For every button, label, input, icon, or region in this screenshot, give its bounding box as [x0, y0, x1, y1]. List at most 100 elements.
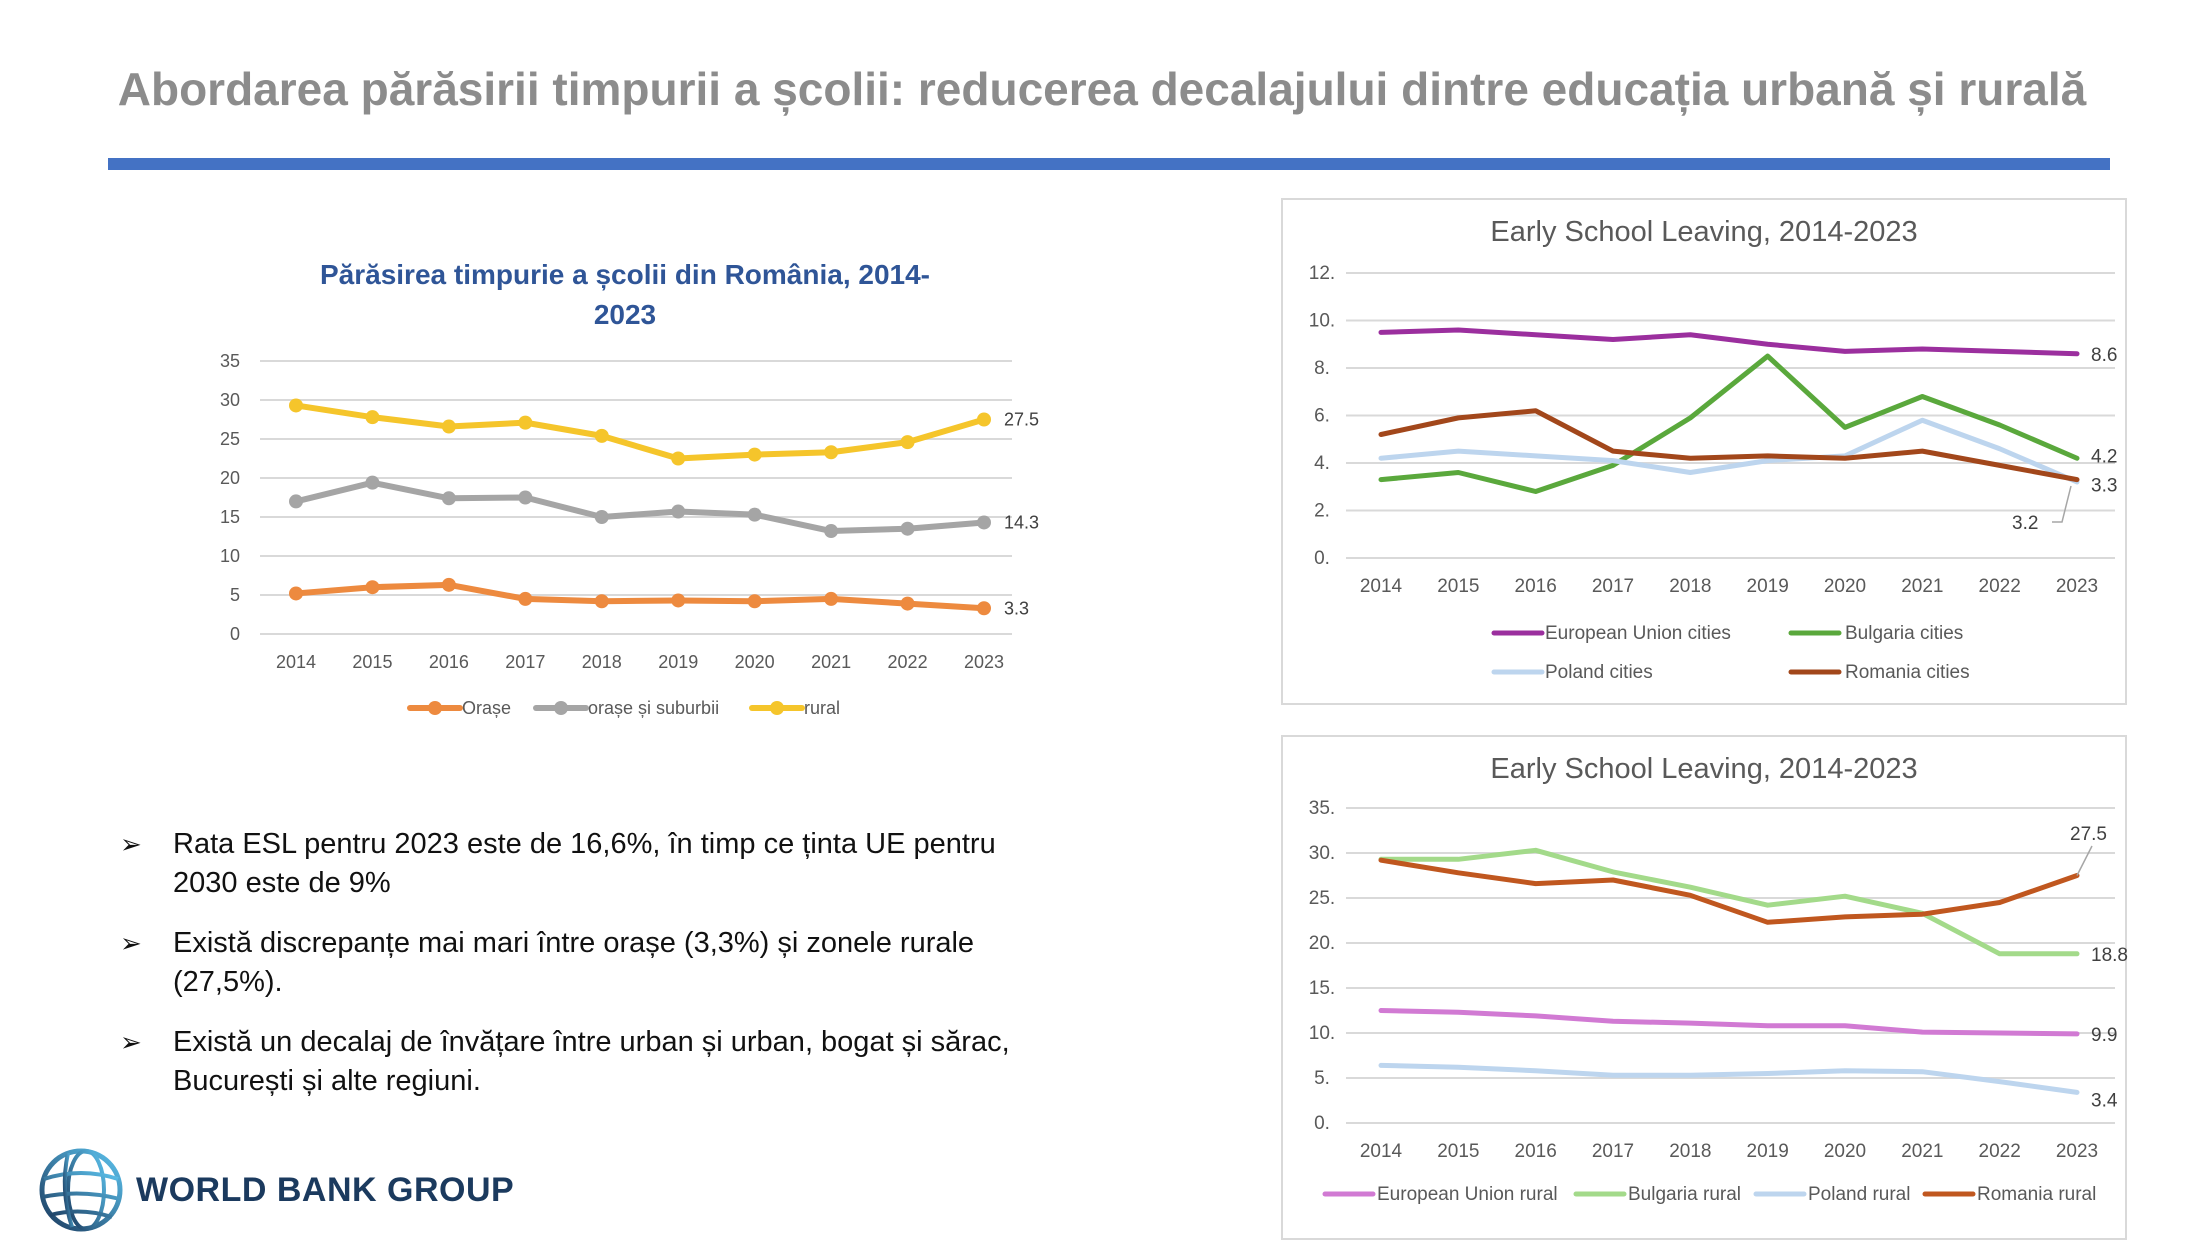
legend-label: Romania cities: [1845, 662, 1970, 683]
data-point: [747, 594, 762, 609]
left-chart-title-line: Părăsirea timpurie a școlii din România,…: [319, 259, 931, 290]
x-tick-label: 2016: [1515, 1141, 1557, 1162]
data-point: [900, 596, 915, 611]
data-point: [594, 428, 609, 443]
x-tick-label: 2015: [1437, 576, 1479, 597]
y-tick-label: 0.: [1314, 548, 1330, 569]
bullet-list: ➢ Rata ESL pentru 2023 este de 16,6%, în…: [120, 825, 1120, 1122]
x-tick-label: 2019: [1747, 1141, 1789, 1162]
data-point: [518, 415, 533, 430]
legend-marker: [770, 701, 784, 715]
data-label: 3.3: [1004, 598, 1029, 618]
legend-marker: [554, 701, 568, 715]
x-tick-label: 2014: [276, 652, 316, 672]
series-line: [293, 479, 987, 535]
label-leader-line: [2076, 845, 2093, 876]
x-tick-label: 2017: [505, 652, 545, 672]
data-point: [824, 524, 839, 539]
data-point: [365, 410, 380, 425]
x-tick-label: 2014: [1360, 1141, 1403, 1162]
x-tick-label: 2021: [811, 652, 851, 672]
data-point: [289, 398, 303, 413]
data-point: [365, 475, 380, 490]
x-tick-label: 2019: [658, 652, 698, 672]
data-label: 14.3: [1004, 512, 1039, 532]
data-point: [977, 601, 991, 616]
bullet-item: ➢ Există discrepanțe mai mari între oraș…: [120, 924, 1120, 1002]
y-tick-label: 20: [220, 468, 240, 488]
x-tick-label: 2022: [1979, 576, 2021, 597]
data-point: [671, 451, 686, 466]
legend-label: orașe și suburbii: [588, 698, 719, 718]
label-leader-line: [2052, 485, 2072, 523]
x-tick-label: 2017: [1592, 576, 1634, 597]
x-tick-label: 2019: [1747, 576, 1789, 597]
x-tick-label: 2018: [1669, 1141, 1711, 1162]
data-point: [441, 419, 456, 434]
legend-label: Romania rural: [1977, 1184, 2096, 1205]
legend-label: Poland cities: [1545, 662, 1653, 683]
title-divider: [108, 158, 2110, 170]
y-tick-label: 2.: [1314, 501, 1330, 522]
legend-label: European Union cities: [1545, 623, 1731, 644]
data-label: 3.2: [2012, 513, 2038, 534]
x-tick-label: 2018: [1669, 576, 1711, 597]
rural-chart-title: Early School Leaving, 2014-2023: [1490, 753, 1918, 785]
y-tick-label: 0: [230, 624, 240, 644]
data-point: [747, 507, 762, 522]
data-point: [518, 591, 533, 606]
x-tick-label: 2023: [2056, 1141, 2098, 1162]
bullet-text: București și alte regiuni.: [173, 1065, 481, 1097]
data-point: [441, 577, 456, 592]
x-tick-label: 2015: [352, 652, 392, 672]
logo-text: WORLD BANK GROUP: [136, 1170, 515, 1209]
y-tick-label: 0.: [1314, 1113, 1330, 1134]
arrow-bullet-icon: ➢: [120, 829, 142, 859]
y-tick-label: 30: [220, 390, 240, 410]
y-tick-label: 35.: [1309, 798, 1335, 819]
y-tick-label: 12.: [1309, 263, 1335, 284]
series-line: [1378, 857, 2080, 925]
data-point: [365, 580, 380, 595]
y-tick-label: 5: [230, 585, 240, 605]
y-tick-label: 5.: [1314, 1068, 1330, 1089]
arrow-bullet-icon: ➢: [120, 1027, 142, 1057]
x-tick-label: 2020: [1824, 576, 1866, 597]
data-point: [900, 521, 915, 536]
y-tick-label: 15.: [1309, 978, 1335, 999]
legend-label: Bulgaria cities: [1845, 623, 1963, 644]
x-tick-label: 2014: [1360, 576, 1403, 597]
y-tick-label: 10.: [1309, 311, 1335, 332]
data-point: [671, 504, 686, 519]
x-tick-label: 2021: [1901, 1141, 1943, 1162]
data-point: [441, 491, 456, 506]
data-label: 27.5: [1004, 410, 1039, 430]
arrow-bullet-icon: ➢: [120, 928, 142, 958]
series-line: [1378, 1008, 2080, 1037]
data-point: [289, 494, 303, 509]
series-line: [1378, 847, 2080, 957]
x-tick-label: 2022: [1979, 1141, 2021, 1162]
series-line: [1378, 1062, 2080, 1095]
x-tick-label: 2022: [888, 652, 928, 672]
data-label: 8.6: [2091, 345, 2117, 366]
data-label: 27.5: [2070, 824, 2107, 845]
data-point: [977, 515, 991, 530]
bullet-text: Există discrepanțe mai mari între orașe …: [173, 927, 975, 959]
series-line: [1378, 408, 2080, 483]
page-title: Abordarea părăsirii timpurii a școlii: r…: [117, 63, 2087, 115]
series-line: [1378, 417, 2080, 485]
series-line: [1378, 327, 2080, 357]
data-point: [289, 586, 303, 601]
series-line: [293, 402, 987, 462]
y-tick-label: 20.: [1309, 933, 1335, 954]
y-tick-label: 35: [220, 351, 240, 371]
y-tick-label: 10.: [1309, 1023, 1335, 1044]
bullet-text: Există un decalaj de învățare între urba…: [173, 1026, 1010, 1058]
globe-icon: [39, 1148, 123, 1232]
legend-marker: [428, 701, 442, 715]
data-point: [747, 447, 762, 462]
bullet-text: Rata ESL pentru 2023 este de 16,6%, în t…: [173, 828, 996, 860]
